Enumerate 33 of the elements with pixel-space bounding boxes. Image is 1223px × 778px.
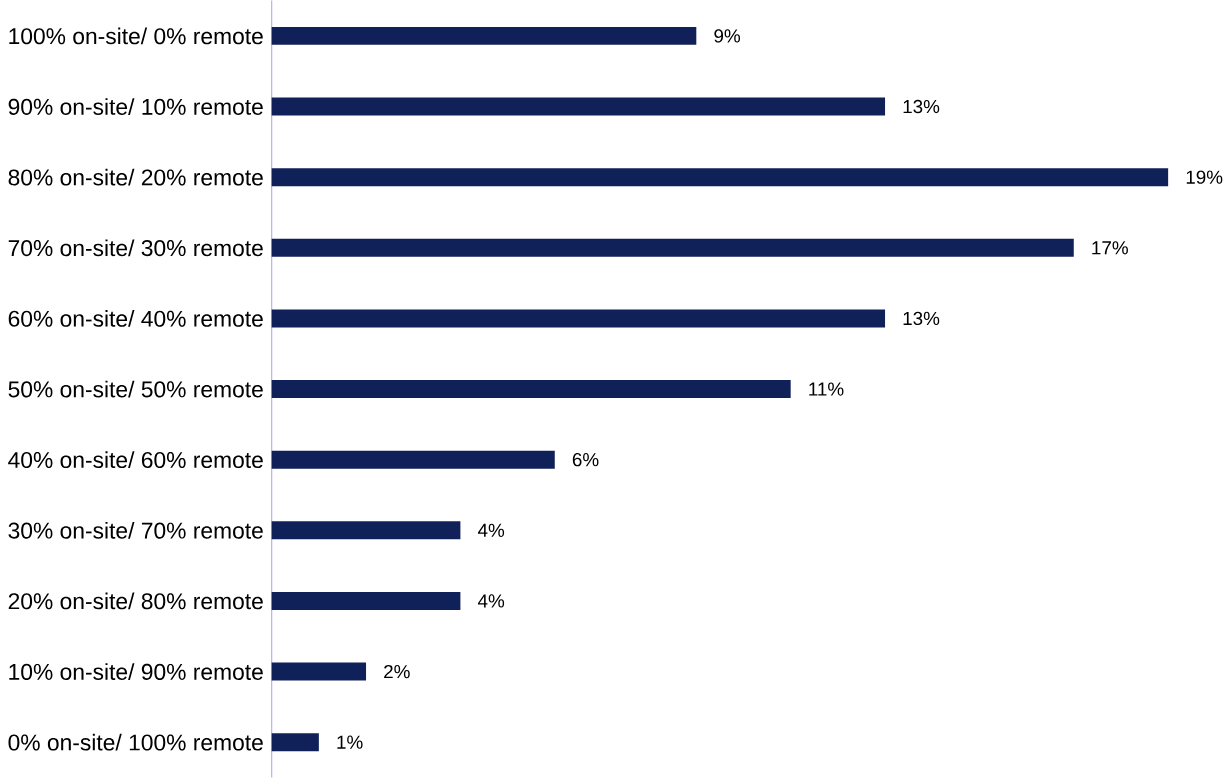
- bar: [271, 309, 886, 328]
- y-tick-label: 40% on-site/ 60% remote: [8, 451, 263, 469]
- data-label: 1%: [337, 735, 363, 749]
- bar: [271, 591, 461, 610]
- y-tick-label: 80% on-site/ 20% remote: [8, 168, 263, 186]
- y-tick-label: 50% on-site/ 50% remote: [8, 380, 263, 398]
- data-label: 4%: [477, 523, 505, 537]
- y-tick-label: 10% on-site/ 90% remote: [9, 663, 263, 680]
- y-tick-label: 20% on-site/ 80% remote: [8, 592, 263, 610]
- bar: [271, 168, 1169, 187]
- data-label: 13%: [903, 311, 940, 326]
- bar: [271, 662, 367, 681]
- bar: [271, 521, 461, 540]
- y-tick-label: 70% on-site/ 30% remote: [8, 239, 263, 257]
- y-tick-label: 60% on-site/ 40% remote: [8, 309, 263, 327]
- bar: [271, 733, 319, 752]
- y-tick-label: 100% on-site/ 0% remote: [9, 27, 263, 45]
- data-label: 9%: [714, 29, 741, 43]
- bar: [271, 380, 791, 398]
- y-tick-label: 30% on-site/ 70% remote: [8, 521, 263, 539]
- y-tick-label: 0% on-site/ 100% remote: [8, 733, 263, 751]
- y-tick-label: 90% on-site/ 10% remote: [8, 98, 263, 115]
- bar: [271, 450, 555, 469]
- data-label: 11%: [809, 382, 844, 396]
- bar: [271, 26, 697, 45]
- data-label: 6%: [572, 452, 599, 467]
- bar: [271, 97, 886, 116]
- data-label: 17%: [1092, 241, 1128, 255]
- data-label: 2%: [384, 664, 410, 679]
- bar: [271, 238, 1074, 257]
- data-label: 4%: [477, 594, 505, 608]
- data-label: 19%: [1186, 170, 1223, 184]
- data-label: 13%: [903, 99, 940, 114]
